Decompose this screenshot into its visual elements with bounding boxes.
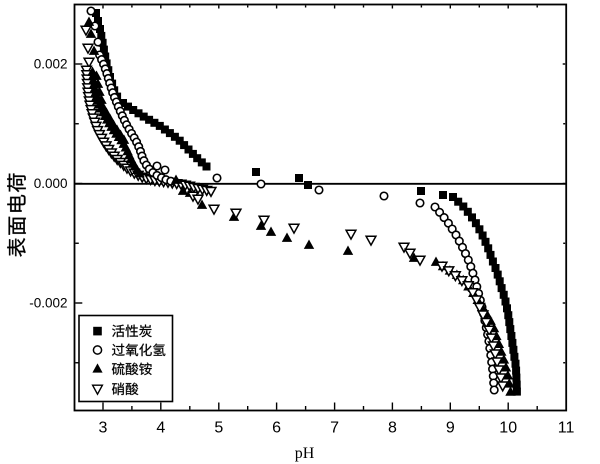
svg-text:7: 7 — [330, 420, 339, 437]
svg-text:11: 11 — [558, 420, 575, 437]
svg-text:9: 9 — [446, 420, 455, 437]
svg-text:8: 8 — [388, 420, 397, 437]
svg-text:6: 6 — [272, 420, 281, 437]
svg-text:3: 3 — [99, 420, 108, 437]
svg-text:0.000: 0.000 — [34, 176, 68, 191]
svg-text:pH: pH — [295, 445, 315, 462]
svg-text:5: 5 — [214, 420, 223, 437]
svg-text:0.002: 0.002 — [34, 57, 68, 72]
svg-text:-0.002: -0.002 — [29, 296, 67, 311]
svg-text:4: 4 — [156, 420, 165, 437]
svg-text:10: 10 — [499, 420, 517, 437]
